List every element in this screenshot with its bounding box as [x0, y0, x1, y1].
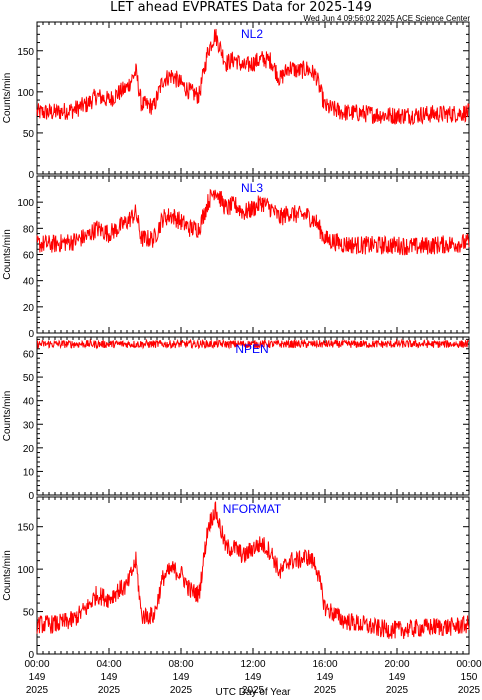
- y-tick-label: 80: [23, 224, 35, 235]
- x-tick-label: 00:00 149 2025: [24, 659, 49, 696]
- y-tick-label: 0: [28, 491, 34, 502]
- x-tick-text: 150: [461, 672, 478, 683]
- panel-label: NL3: [241, 181, 263, 195]
- x-tick-text: 04:00: [96, 659, 121, 670]
- y-axis-title: Counts/min: [2, 550, 13, 601]
- panel-npen: 0 10 20 30 40 50 60 Counts/min NPEN: [2, 336, 470, 502]
- x-tick-text: 00:00: [456, 659, 481, 670]
- x-tick-text: 00:00: [24, 659, 49, 670]
- x-tick-text: 12:00: [240, 659, 265, 670]
- y-tick-label: 150: [17, 47, 34, 58]
- y-tick-label: 100: [17, 88, 34, 99]
- panel-label: NFORMAT: [223, 502, 282, 516]
- y-tick-label: 0: [28, 329, 34, 340]
- x-tick-text: 16:00: [312, 659, 337, 670]
- panel-nl3: 0 20 40 60 80 100 Counts/min NL3: [2, 175, 470, 340]
- y-tick-label: 50: [23, 129, 35, 140]
- y-tick-label: 20: [23, 444, 35, 455]
- x-tick-text: 08:00: [168, 659, 193, 670]
- panel-nl2: 0 50 100 150 Counts/min NL2: [2, 21, 470, 181]
- x-tick-text: 149: [317, 672, 334, 683]
- y-tick-label: 150: [17, 523, 34, 534]
- x-tick-label: 16:00 149 2025: [312, 659, 337, 696]
- x-tick-text: 2025: [98, 685, 121, 696]
- chart-panels: 050100150Counts/minNL2020406080100Counts…: [2, 21, 470, 661]
- x-tick-text: 2025: [170, 685, 193, 696]
- panel-label: NPEN: [235, 342, 268, 356]
- y-tick-label: 10: [23, 467, 35, 478]
- x-tick-label: 04:00 149 2025: [96, 659, 121, 696]
- y-tick-label: 20: [23, 303, 35, 314]
- panel-label: NL2: [241, 27, 263, 41]
- y-tick-label: 60: [23, 251, 35, 262]
- x-tick-text: 149: [173, 672, 190, 683]
- y-tick-label: 30: [23, 420, 35, 431]
- y-tick-label: 100: [17, 565, 34, 576]
- series-line-nl2: [36, 28, 470, 126]
- x-tick-text: 149: [389, 672, 406, 683]
- y-tick-label: 40: [23, 277, 35, 288]
- series-line-nformat: [36, 501, 470, 639]
- x-tick-label: 00:00 150 2025: [456, 659, 481, 696]
- x-axis-title: UTC Day of Year: [215, 687, 291, 698]
- x-tick-text: 149: [101, 672, 118, 683]
- x-tick-text: 2025: [26, 685, 49, 696]
- x-tick-text: 20:00: [384, 659, 409, 670]
- x-tick-label: 12:00 149 2025: [240, 659, 265, 696]
- y-tick-label: 100: [17, 198, 34, 209]
- x-tick-text: 149: [29, 672, 46, 683]
- chart-title: LET ahead EVPRATES Data for 2025-149: [110, 0, 372, 15]
- series-line-nl3: [36, 188, 470, 256]
- y-tick-label: 50: [23, 373, 35, 384]
- timestamp-label: Wed Jun 4 09:56:02 2025 ACE Science Cent…: [303, 14, 470, 23]
- panel-nformat: 0 50 100 150 Counts/min NFORMAT: [2, 496, 470, 661]
- y-tick-label: 40: [23, 397, 35, 408]
- y-tick-label: 60: [23, 350, 35, 361]
- x-tick-text: 2025: [386, 685, 409, 696]
- x-tick-text: 2025: [458, 685, 481, 696]
- x-tick-label: 08:00 149 2025: [168, 659, 193, 696]
- y-tick-label: 50: [23, 608, 35, 619]
- series-line-npen: [36, 338, 470, 350]
- plot-frame: [36, 336, 470, 496]
- y-axis-title: Counts/min: [2, 229, 13, 280]
- x-tick-text: 2025: [314, 685, 337, 696]
- x-tick-text: 149: [245, 672, 262, 683]
- y-axis-title: Counts/min: [2, 73, 13, 124]
- x-tick-text: 2025: [242, 685, 265, 696]
- y-axis-title: Counts/min: [2, 391, 13, 442]
- x-axis-labels: 00:00149202504:00149202508:00149202512:0…: [24, 659, 481, 696]
- y-tick-label: 0: [28, 170, 34, 181]
- y-tick-label: 0: [28, 650, 34, 661]
- x-tick-label: 20:00 149 2025: [384, 659, 409, 696]
